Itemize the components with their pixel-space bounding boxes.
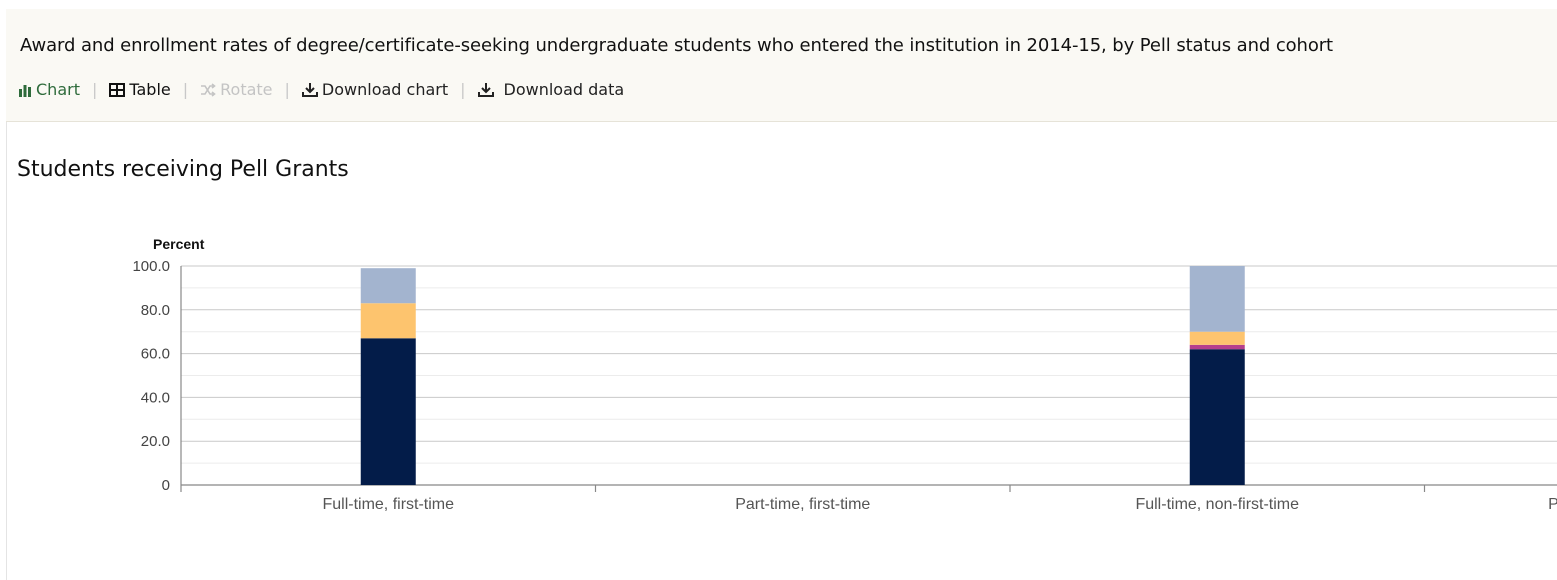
- download-chart-button[interactable]: Download chart: [301, 80, 449, 99]
- chart-view-button[interactable]: Chart: [18, 80, 80, 99]
- toolbar-separator: |: [284, 80, 290, 99]
- download-data-label: Download data: [503, 80, 625, 99]
- bar-segment: [1189, 344, 1245, 350]
- x-tick-label: Part-time, non-first-time: [1548, 496, 1557, 513]
- y-tick-label: 0: [162, 477, 170, 494]
- rotate-label: Rotate: [220, 80, 273, 99]
- table-view-label: Table: [129, 80, 171, 99]
- toolbar-separator: |: [182, 80, 189, 99]
- bar-segment: [1189, 331, 1245, 345]
- download-data-button[interactable]: Download data: [477, 80, 625, 99]
- download-chart-label: Download chart: [321, 80, 449, 99]
- toolbar-separator: |: [460, 80, 466, 99]
- table-view-button[interactable]: Table: [109, 80, 171, 99]
- x-tick-label: Full-time, first-time: [322, 496, 454, 513]
- y-tick-label: 60.0: [141, 346, 170, 363]
- shuffle-icon: [201, 82, 216, 97]
- chart-header: Award and enrollment rates of degree/cer…: [6, 9, 1557, 122]
- y-tick-label: 20.0: [141, 433, 170, 450]
- bar-segment: [360, 268, 416, 304]
- x-tick-label: Part-time, first-time: [735, 496, 870, 513]
- bar-chart-icon: [19, 84, 31, 97]
- chart-header-title: Award and enrollment rates of degree/cer…: [20, 35, 1334, 56]
- section-title: Students receiving Pell Grants: [17, 157, 349, 182]
- rotate-button[interactable]: Rotate: [200, 80, 273, 99]
- bar-segment: [1189, 349, 1245, 485]
- bar-segment: [1189, 266, 1245, 332]
- chart-view-label: Chart: [36, 80, 80, 99]
- bar-segment: [360, 303, 416, 339]
- bar-segment: [360, 338, 416, 485]
- x-tick-label: Full-time, non-first-time: [1135, 496, 1299, 513]
- table-icon: [109, 82, 126, 97]
- toolbar: Chart | Table | Rotate |: [18, 80, 624, 99]
- y-tick-label: 40.0: [141, 389, 170, 406]
- y-axis-label: Percent: [153, 236, 205, 252]
- download-icon: [301, 83, 318, 97]
- y-tick-label: 80.0: [141, 302, 170, 319]
- y-tick-label: 100.0: [132, 258, 170, 275]
- toolbar-separator: |: [91, 80, 98, 99]
- download-icon: [477, 83, 494, 97]
